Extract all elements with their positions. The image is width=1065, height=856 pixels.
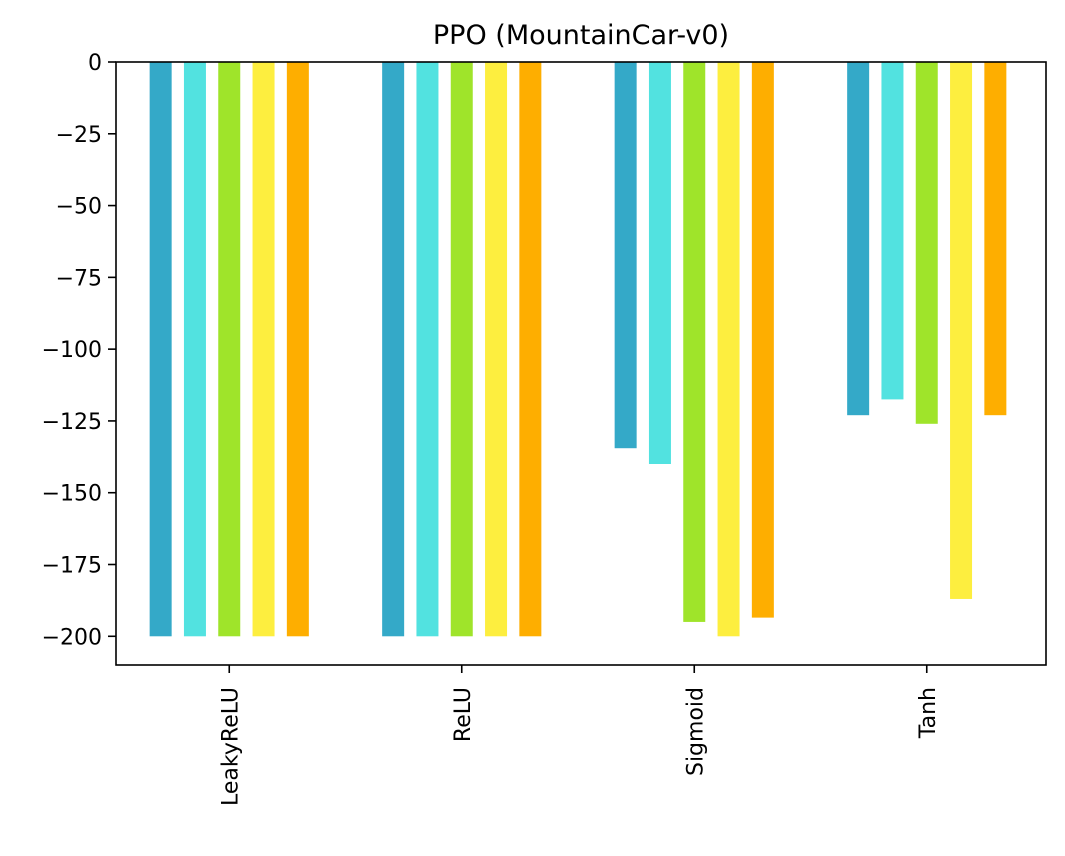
- bar-leakyrelu-series-4: [252, 62, 275, 637]
- bar-sigmoid-series-1: [614, 62, 637, 449]
- bar-sigmoid-series-4: [717, 62, 740, 637]
- bar-sigmoid-series-3: [683, 62, 706, 622]
- bar-relu-series-5: [519, 62, 542, 637]
- y-tick-label: −50: [56, 195, 102, 220]
- bar-tanh-series-2: [881, 62, 904, 400]
- axes-layer: 0 −25 −50 −75 −100 −125 −150 −175 −200 LeakyReLU R…: [42, 51, 1047, 806]
- y-tick-label: −150: [42, 482, 102, 507]
- bar-sigmoid-series-5: [751, 62, 774, 618]
- bar-leakyrelu-series-5: [286, 62, 309, 637]
- bar-sigmoid-series-2: [648, 62, 671, 464]
- bars-layer: [149, 62, 1007, 637]
- y-tick-label: −75: [56, 266, 102, 291]
- x-tick-label: ReLU: [451, 687, 476, 742]
- bar-tanh-series-5: [984, 62, 1007, 416]
- bar-tanh-series-4: [950, 62, 973, 599]
- y-tick-label: −100: [42, 338, 102, 363]
- bar-relu-series-1: [382, 62, 405, 637]
- y-tick-label: 0: [88, 51, 102, 76]
- x-tick-label: Tanh: [916, 687, 941, 739]
- plot-frame: [115, 61, 1047, 666]
- y-tick-label: −175: [42, 554, 102, 579]
- bar-relu-series-4: [485, 62, 508, 637]
- bar-leakyrelu-series-2: [183, 62, 206, 637]
- x-tick-label: Sigmoid: [683, 687, 708, 776]
- bar-relu-series-3: [450, 62, 473, 637]
- bar-tanh-series-1: [847, 62, 870, 416]
- bar-leakyrelu-series-3: [218, 62, 241, 637]
- y-tick-label: −25: [56, 123, 102, 148]
- y-tick-label: −125: [42, 410, 102, 435]
- bar-leakyrelu-series-1: [149, 62, 172, 637]
- chart-title: PPO (MountainCar-v0): [433, 20, 729, 51]
- bar-tanh-series-3: [915, 62, 938, 424]
- bar-relu-series-2: [416, 62, 439, 637]
- y-tick-label: −200: [42, 625, 102, 650]
- x-tick-label: LeakyReLU: [218, 687, 243, 806]
